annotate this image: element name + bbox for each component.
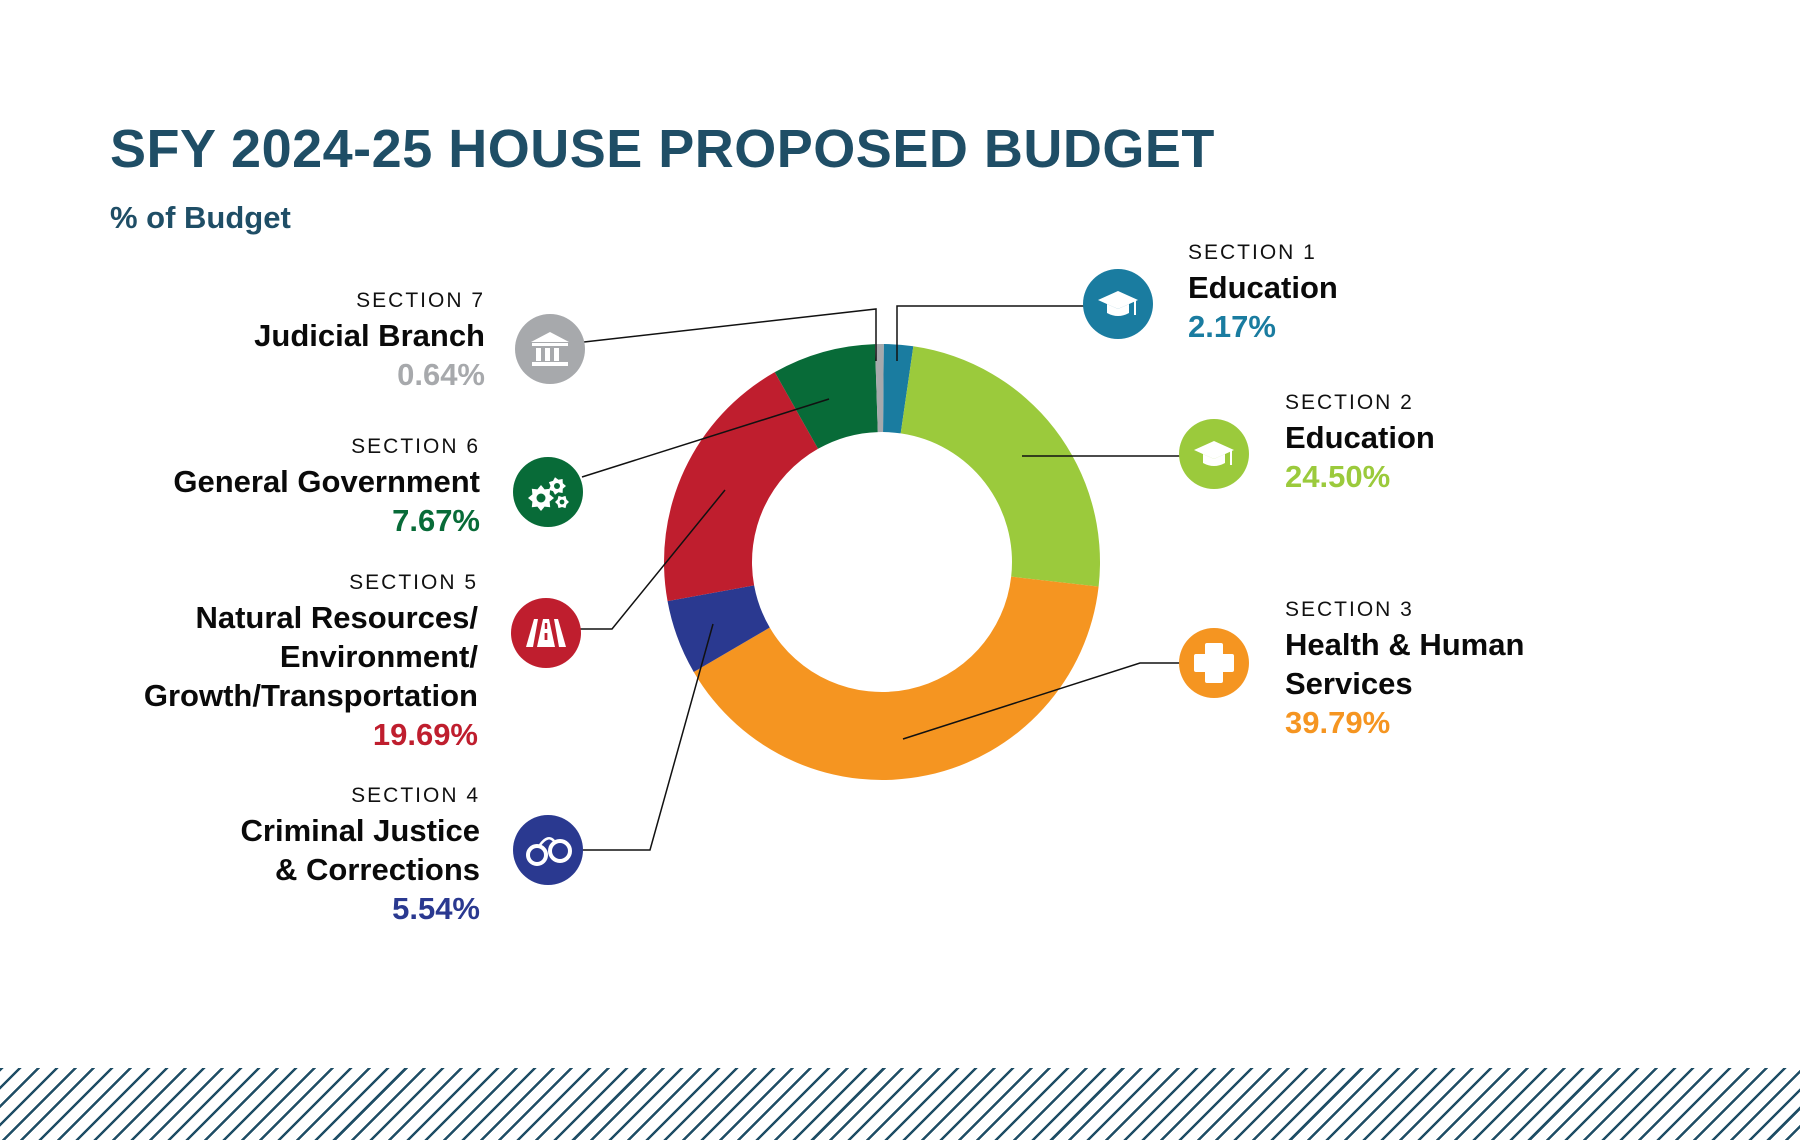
leader-line-section-6 [581,398,830,478]
handcuffs-icon [513,815,583,885]
courthouse-icon [515,314,585,384]
decorative-stripe-band [0,1068,1800,1140]
section-percent: 5.54% [392,891,480,926]
section-percent: 7.67% [392,503,480,538]
donut-slice-section-6 [774,344,878,449]
label-section-5: SECTION 5 Natural Resources/ Environment… [58,570,478,754]
donut-slice-section-5 [664,372,819,602]
section-number: SECTION 5 [349,571,478,594]
section-number: SECTION 6 [351,435,480,458]
section-name: Education [1188,270,1338,305]
section-number: SECTION 3 [1285,598,1414,621]
leader-line-section-1 [896,305,1110,361]
chart-subtitle: % of Budget [110,200,291,235]
section-number: SECTION 1 [1188,241,1317,264]
label-section-2: SECTION 2 Education 24.50% [1285,390,1705,496]
section-number: SECTION 7 [356,289,485,312]
section-percent: 24.50% [1285,459,1391,494]
leader-line-section-3 [902,662,1185,740]
label-section-3: SECTION 3 Health & Human Services 39.79% [1285,597,1605,742]
section-percent: 0.64% [397,357,485,392]
section-number: SECTION 2 [1285,391,1414,414]
label-section-6: SECTION 6 General Government 7.67% [60,434,480,540]
section-percent: 39.79% [1285,705,1391,740]
donut-slice-section-1 [883,344,914,434]
section-name: Education [1285,420,1435,455]
graduation-cap-icon [1179,419,1249,489]
label-section-7: SECTION 7 Judicial Branch 0.64% [65,288,485,394]
section-name: Criminal Justice & Corrections [240,813,480,887]
label-section-4: SECTION 4 Criminal Justice & Corrections… [60,783,480,928]
section-percent: 19.69% [372,717,478,752]
donut-slice-section-4 [667,585,770,672]
road-icon [511,598,581,668]
donut-slice-section-2 [900,346,1101,587]
section-name: General Government [173,464,480,499]
chart-title: SFY 2024-25 HOUSE PROPOSED BUDGET [110,119,1215,179]
graduation-cap-icon [1083,269,1153,339]
section-name: Health & Human Services [1285,627,1525,701]
section-number: SECTION 4 [351,784,480,807]
donut-slice-section-3 [693,576,1099,780]
label-section-1: SECTION 1 Education 2.17% [1188,240,1608,346]
section-name: Natural Resources/ Environment/ Growth/T… [143,600,478,713]
gears-icon [513,457,583,527]
donut-slice-section-7 [874,344,884,433]
section-name: Judicial Branch [254,318,485,353]
section-percent: 2.17% [1188,309,1276,344]
medical-cross-icon [1179,628,1249,698]
leader-line-section-7 [583,308,877,361]
